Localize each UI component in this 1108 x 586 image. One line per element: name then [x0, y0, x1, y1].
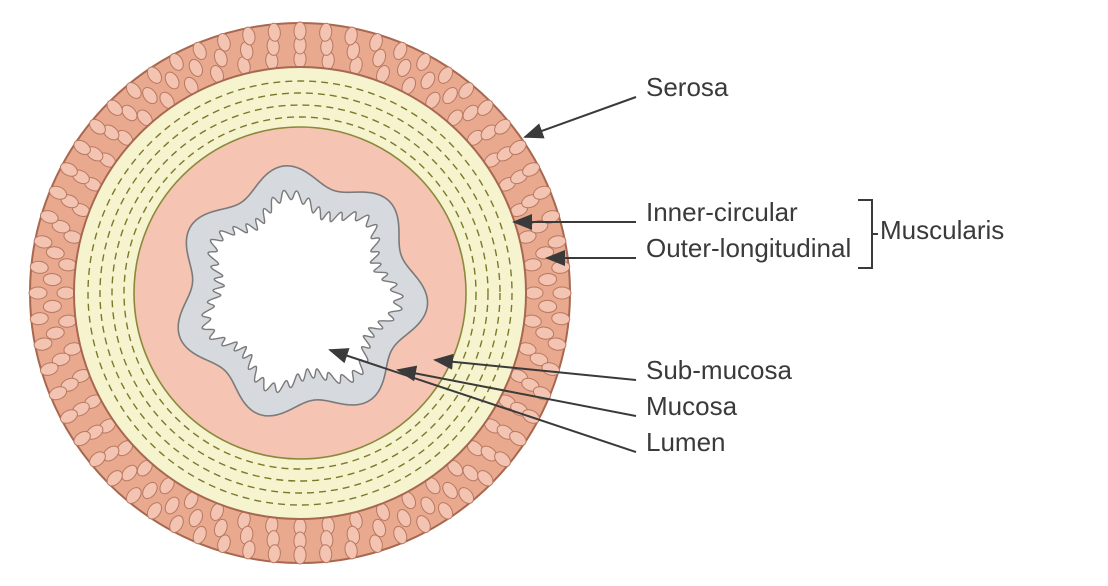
label-mucosa: Mucosa	[646, 391, 737, 422]
label-outer: Outer-longitudinal	[646, 233, 851, 264]
muscularis-bracket	[858, 200, 878, 268]
label-lumen: Lumen	[646, 427, 726, 458]
alimentary-canal-cross-section	[0, 0, 1108, 586]
label-serosa: Serosa	[646, 72, 728, 103]
label-muscularis: Muscularis	[880, 215, 1004, 246]
label-inner: Inner-circular	[646, 197, 798, 228]
label-submucosa: Sub-mucosa	[646, 355, 792, 386]
